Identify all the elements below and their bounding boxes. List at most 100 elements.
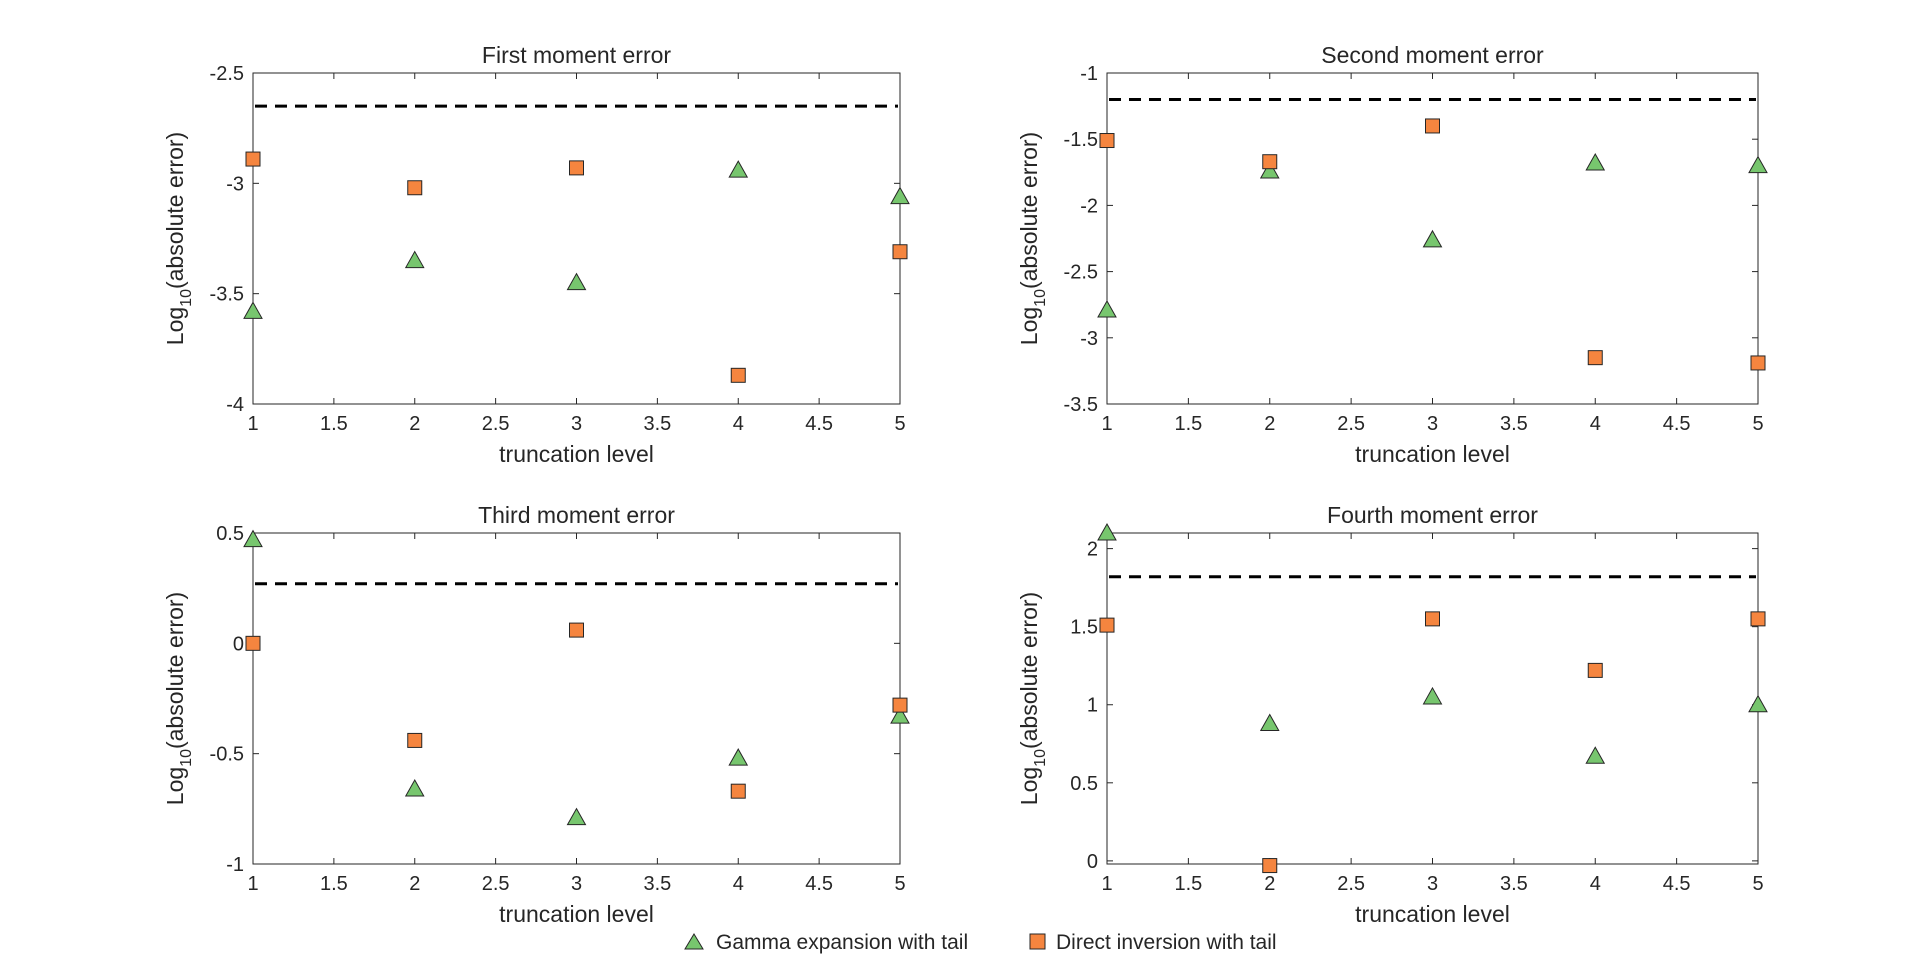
x-tick-label: 4 — [733, 413, 744, 435]
gamma-point — [1748, 155, 1768, 174]
subplot-third-moment: 1 1.5 2 2.5 3 3.5 4 4.5 5 -1 -0.5 0 0.5 Third moment … — [162, 502, 910, 927]
legend-square-icon — [1029, 933, 1046, 950]
gamma-point — [1097, 522, 1117, 541]
x-tick-label: 1.5 — [320, 873, 348, 895]
direct-point — [407, 180, 423, 196]
y-axis-label: Log10(absolute error) — [1016, 132, 1049, 345]
gamma-point — [404, 778, 425, 797]
x-tick-label: 4.5 — [805, 413, 833, 435]
y-tick-label: 0.5 — [216, 523, 244, 545]
x-tick-label: 1 — [247, 413, 258, 435]
gamma-point — [243, 529, 263, 548]
y-axis-label-subscript: 10 — [1032, 289, 1049, 307]
y-tick-label: -3 — [1080, 328, 1098, 350]
x-tick-label: 2 — [409, 413, 420, 435]
direct-point — [892, 697, 908, 713]
plot-area — [252, 72, 901, 405]
gamma-point — [1585, 746, 1606, 764]
x-tick-label: 1.5 — [320, 413, 348, 435]
y-axis-label-rest: (absolute error) — [162, 592, 188, 749]
gamma-point — [1422, 229, 1443, 248]
x-tick-label: 1 — [1101, 413, 1112, 435]
direct-point — [892, 244, 908, 260]
direct-point — [245, 151, 261, 167]
x-axis-label: truncation level — [499, 441, 654, 467]
gamma-point — [1097, 299, 1117, 318]
legend-item-gamma: Gamma expansion with tail — [684, 931, 968, 954]
x-tick-label: 2.5 — [1337, 413, 1365, 435]
x-tick-label: 2.5 — [1337, 873, 1365, 895]
x-tick-label: 4.5 — [1663, 873, 1691, 895]
y-axis-label-subscript: 10 — [178, 749, 195, 767]
y-axis-label-main: Log — [162, 767, 188, 805]
chart-title: Third moment error — [478, 502, 675, 528]
x-tick-label: 3 — [1427, 873, 1438, 895]
gamma-point — [1585, 153, 1606, 171]
x-tick-label: 2.5 — [482, 873, 510, 895]
x-tick-label: 1 — [247, 873, 258, 895]
y-axis-label-rest: (absolute error) — [162, 132, 188, 289]
y-axis-label-main: Log — [1016, 307, 1042, 345]
x-tick-label: 2 — [409, 873, 420, 895]
x-tick-label: 3 — [1427, 413, 1438, 435]
y-tick-label: -2 — [1080, 195, 1098, 217]
direct-point — [569, 622, 584, 638]
x-tick-label: 5 — [1752, 873, 1763, 895]
subplot-fourth-moment: 1 1.5 2 2.5 3 3.5 4 4.5 5 0 0.5 1 1.5 2 Fourth moment … — [1016, 502, 1768, 927]
y-tick-label: 2 — [1087, 539, 1098, 561]
gamma-point — [1259, 713, 1280, 731]
x-tick-label: 1.5 — [1174, 413, 1202, 435]
gamma-point — [1422, 686, 1443, 705]
direct-point — [569, 160, 584, 176]
x-tick-label: 2.5 — [482, 413, 510, 435]
subplots: 1 1.5 2 2.5 3 3.5 4 4.5 5 -4 -3.5 -3 -2.5 First momen… — [162, 42, 1768, 927]
x-axis-label: truncation level — [499, 901, 654, 927]
gamma-point — [1259, 160, 1280, 179]
y-axis-label-subscript: 10 — [1032, 749, 1049, 767]
x-tick-label: 1 — [1101, 873, 1112, 895]
chart-title: First moment error — [482, 42, 671, 68]
gamma-point — [1748, 694, 1768, 713]
x-tick-label: 4.5 — [1663, 413, 1691, 435]
gamma-point — [566, 272, 587, 291]
gamma-point — [890, 706, 910, 724]
y-axis-label: Log10(absolute error) — [162, 592, 195, 805]
legend-item-direct: Direct inversion with tail — [1029, 931, 1277, 954]
y-tick-label: 0 — [1087, 851, 1098, 873]
direct-point — [1262, 154, 1278, 170]
x-tick-label: 3.5 — [643, 873, 671, 895]
chart-title: Fourth moment error — [1327, 502, 1538, 528]
y-tick-label: -3.5 — [1064, 394, 1098, 416]
y-axis-label-rest: (absolute error) — [1016, 592, 1042, 749]
x-tick-label: 1.5 — [1174, 873, 1202, 895]
direct-point — [1262, 858, 1278, 874]
y-tick-label: -3 — [226, 173, 244, 195]
legend-label-gamma: Gamma expansion with tail — [716, 931, 968, 954]
direct-point — [245, 635, 261, 651]
x-tick-label: 4.5 — [805, 873, 833, 895]
chart-title: Second moment error — [1321, 42, 1544, 68]
y-tick-label: -2.5 — [210, 63, 244, 85]
y-axis-label-main: Log — [1016, 767, 1042, 805]
direct-point — [1750, 611, 1766, 627]
direct-point — [730, 367, 746, 383]
direct-point — [1587, 350, 1603, 366]
subplot-first-moment: 1 1.5 2 2.5 3 3.5 4 4.5 5 -4 -3.5 -3 -2.5 First momen… — [162, 42, 910, 467]
x-axis-label: truncation level — [1355, 441, 1510, 467]
x-tick-label: 2 — [1264, 873, 1275, 895]
y-tick-label: 1.5 — [1070, 617, 1098, 639]
x-tick-label: 3.5 — [643, 413, 671, 435]
x-tick-label: 5 — [894, 413, 905, 435]
x-tick-label: 5 — [1752, 413, 1763, 435]
y-axis-label-rest: (absolute error) — [1016, 132, 1042, 289]
y-axis-label: Log10(absolute error) — [1016, 592, 1049, 805]
y-tick-label: -1 — [1080, 63, 1098, 85]
x-tick-label: 3 — [571, 873, 582, 895]
y-tick-label: -0.5 — [210, 744, 244, 766]
legend-triangle-icon — [684, 933, 704, 950]
direct-point — [1587, 662, 1603, 678]
y-tick-label: -1 — [226, 854, 244, 876]
y-tick-label: 1 — [1087, 695, 1098, 717]
gamma-point — [404, 250, 425, 269]
